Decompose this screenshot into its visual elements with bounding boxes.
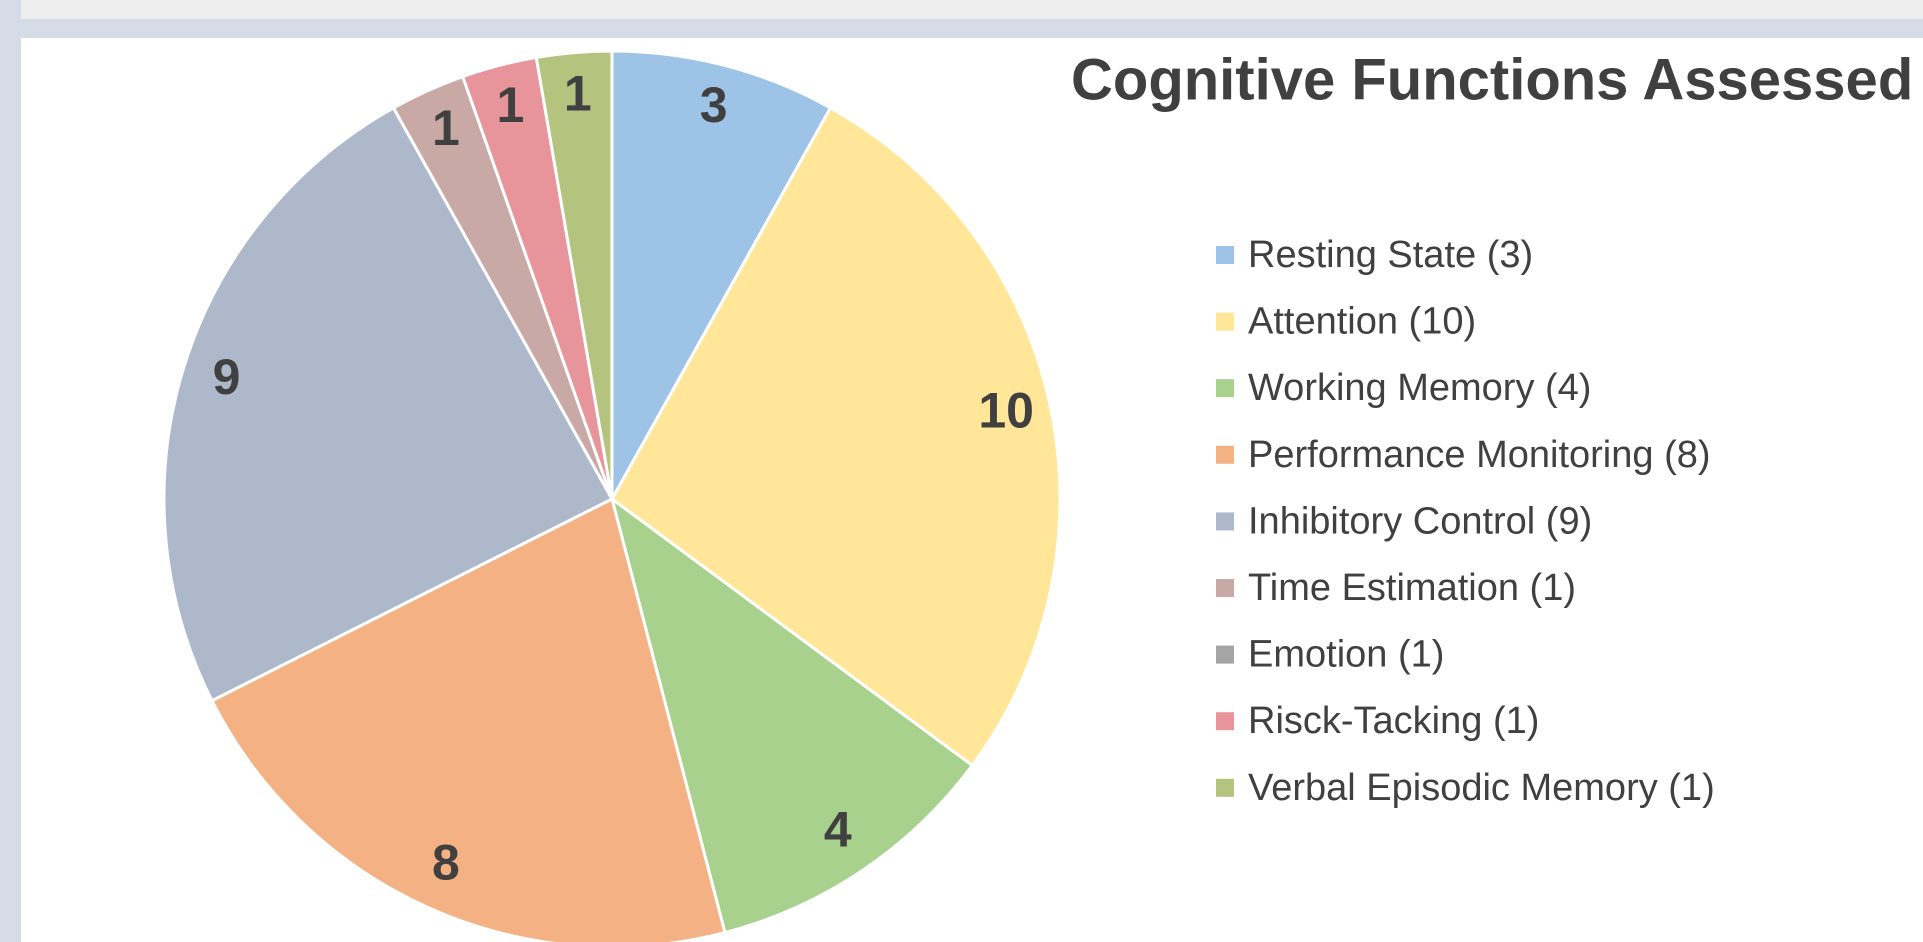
data-label: 10 [978, 382, 1034, 438]
data-label: 4 [824, 801, 852, 857]
chart-title: Cognitive Functions Assessed [1071, 47, 1913, 112]
data-label: 1 [564, 65, 592, 121]
legend-label: Working Memory (4) [1248, 367, 1591, 409]
legend-swatch [1216, 379, 1234, 398]
pie-slice [209, 496, 727, 942]
data-label: 1 [496, 77, 524, 133]
legend-swatch [1216, 445, 1234, 464]
data-label: 1 [432, 100, 460, 156]
legend-swatch [1216, 312, 1234, 331]
legend-swatch [1216, 579, 1234, 597]
data-label: 3 [700, 77, 728, 133]
legend-label: Attention (10) [1248, 301, 1476, 343]
legend-label: Risck-Tacking (1) [1248, 700, 1539, 742]
data-label: 8 [432, 835, 460, 891]
legend-swatch [1216, 778, 1234, 797]
pie-slice [610, 105, 1062, 768]
legend-label: Emotion (1) [1248, 634, 1444, 676]
legend-label: Time Estimation (1) [1248, 567, 1576, 609]
legend-swatch [1216, 712, 1234, 731]
pie-slice [609, 495, 975, 935]
legend-swatch [1216, 645, 1234, 664]
legend-label: Resting State (3) [1248, 234, 1533, 276]
pie-slice [610, 49, 833, 505]
legend-label: Verbal Episodic Memory (1) [1248, 767, 1715, 809]
top-bar [21, 0, 1923, 19]
legend-swatch [1216, 512, 1234, 531]
legend-label: Inhibitory Control (9) [1248, 500, 1592, 542]
legend-swatch [1216, 246, 1234, 264]
data-label: 9 [213, 349, 241, 405]
pie-slice [534, 49, 614, 500]
pie-slice [162, 105, 615, 703]
chart-panel: Cognitive Functions Assessed 3 10 4 8 9 1 1 1 Re… [21, 38, 1923, 942]
legend-label: Performance Monitoring (8) [1248, 434, 1711, 476]
